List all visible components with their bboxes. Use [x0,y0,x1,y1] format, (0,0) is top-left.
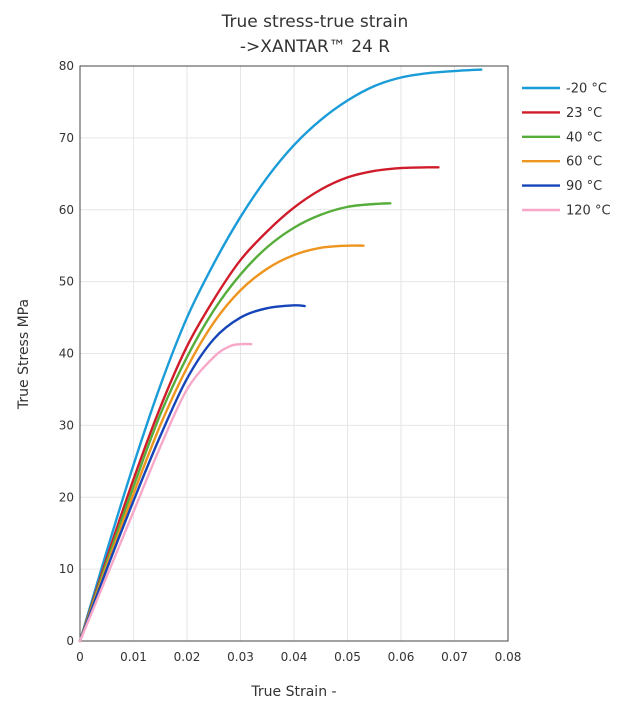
x-tick-label: 0.04 [281,650,308,664]
x-tick-label: 0.07 [441,650,468,664]
y-tick-label: 30 [59,418,74,432]
grid [80,66,508,641]
series-line-4 [78,304,306,643]
x-tick-label: 0.02 [174,650,201,664]
series-line-3 [78,244,365,643]
legend: -20 °C 23 °C 40 °C 60 °C 90 °C 120 °C [522,82,611,219]
chart-title-line-2: ->XANTAR™ 24 R [240,37,390,57]
legend-label: -20 °C [566,82,607,97]
x-tick-label: 0 [76,650,84,664]
legend-label: 90 °C [566,179,602,194]
plot-frame [79,65,509,642]
series-line-1 [78,166,440,643]
x-tick-label: 0.08 [495,650,522,664]
x-axis-title: True Strain - [250,684,336,700]
legend-label: 40 °C [566,130,602,145]
y-tick-label: 60 [59,203,74,217]
x-tick-label: 0.03 [227,650,254,664]
series-lines [78,68,483,643]
x-tick-label: 0.06 [388,650,415,664]
legend-label: 23 °C [566,106,602,121]
y-tick-label: 10 [59,562,74,576]
x-tick-label: 0.05 [334,650,361,664]
tick-labels: 0 0.01 0.02 0.03 0.04 0.05 0.06 0.07 0.08 0 10 20 30… [59,59,522,664]
y-tick-label: 80 [59,59,74,73]
y-axis-title: True Stress MPa [16,299,32,410]
y-tick-label: 0 [66,634,74,648]
y-tick-label: 50 [59,275,74,289]
series-line-2 [78,202,392,643]
x-tick-label: 0.01 [120,650,147,664]
chart-title-line-1: True stress-true strain [221,12,409,32]
y-tick-label: 20 [59,490,74,504]
series-line-5 [78,342,253,643]
series-line-0 [78,68,483,643]
y-tick-label: 40 [59,347,74,361]
y-tick-label: 70 [59,131,74,145]
legend-label: 120 °C [566,204,611,219]
legend-label: 60 °C [566,155,602,170]
